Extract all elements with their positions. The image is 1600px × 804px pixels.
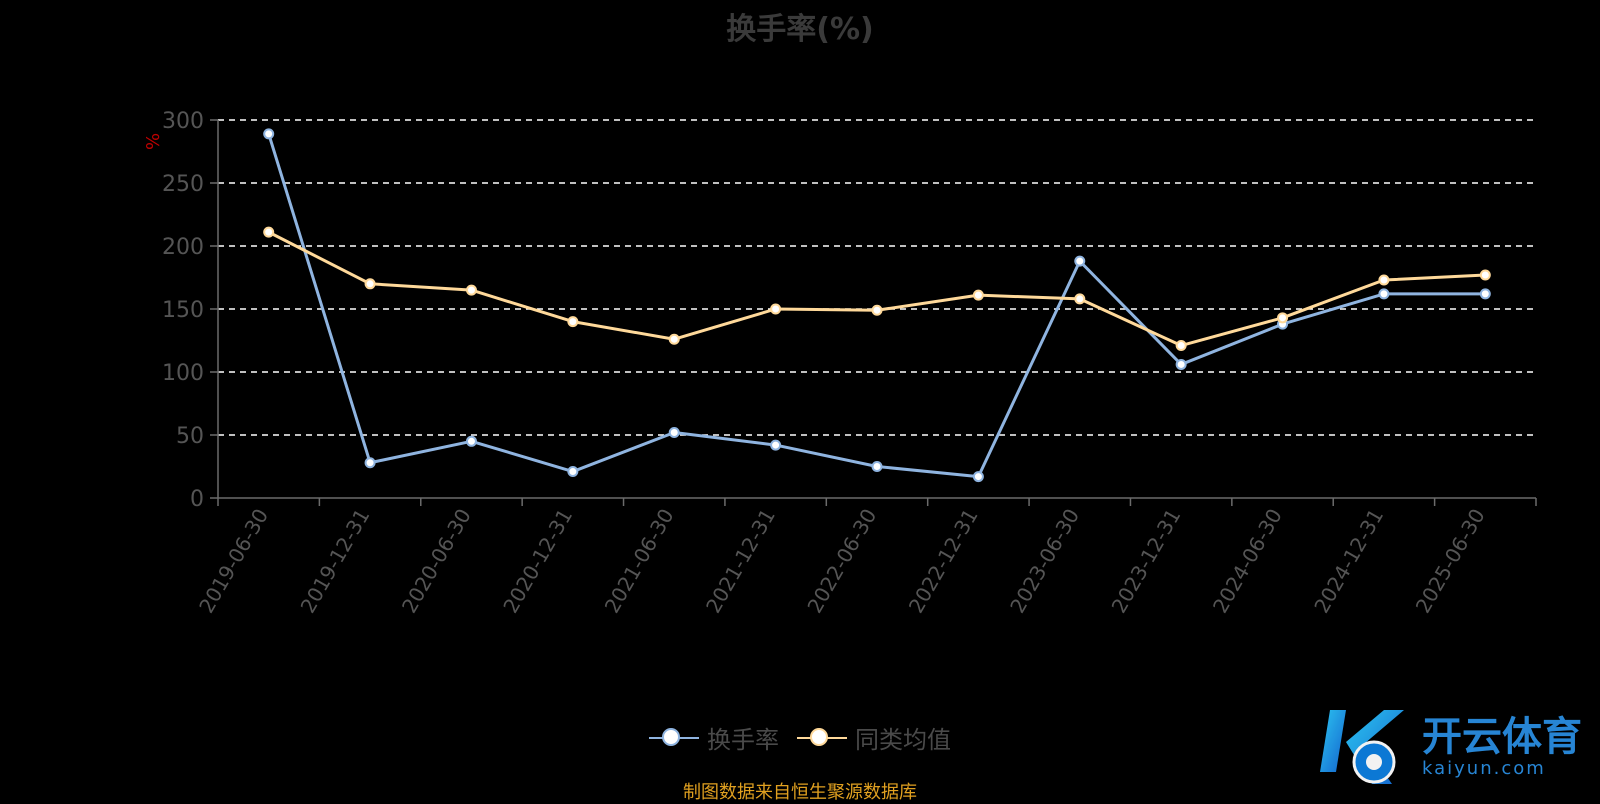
- data-point-peer-average: [1479, 269, 1491, 281]
- axes: 0 50 100 150 200 250 300 2019-06-30 2019-12-31 20…: [162, 109, 1537, 618]
- data-point-turnover: [972, 471, 984, 483]
- data-point-peer-average: [1175, 340, 1187, 352]
- x-tick-label: 2021-06-30: [600, 505, 679, 618]
- y-tick-label: 250: [162, 172, 204, 197]
- legend-label-turnover: 换手率: [707, 726, 779, 754]
- data-point-peer-average: [871, 304, 883, 316]
- legend-item-peer-average[interactable]: 同类均值: [797, 720, 951, 755]
- legend-label-peer-average: 同类均值: [855, 726, 951, 754]
- x-tick-label: 2022-12-31: [904, 505, 983, 618]
- kaiyun-watermark: 开云体育 kaiyun.com: [1312, 698, 1598, 796]
- data-point-peer-average: [1378, 274, 1390, 286]
- data-point-turnover: [871, 461, 883, 472]
- kaiyun-logo-text: 开云体育 kaiyun.com: [1422, 715, 1582, 779]
- data-point-turnover: [567, 466, 579, 478]
- data-point-peer-average: [770, 303, 782, 315]
- data-point-peer-average: [364, 278, 376, 290]
- x-tick-label: 2020-06-30: [397, 505, 476, 618]
- legend-swatch-peer-average: [797, 725, 847, 751]
- x-tick-label: 2019-06-30: [194, 505, 273, 618]
- data-point-turnover: [1378, 288, 1390, 300]
- data-point-peer-average: [668, 333, 680, 345]
- data-point-peer-average: [465, 284, 477, 296]
- y-tick-label: 200: [162, 235, 204, 260]
- y-tick-label: 0: [190, 487, 204, 512]
- data-point-peer-average: [567, 316, 579, 328]
- data-point-peer-average: [1277, 312, 1289, 324]
- legend-dot-turnover: [662, 727, 680, 746]
- x-tick-label: 2020-12-31: [498, 505, 577, 618]
- x-tick-label: 2025-06-30: [1411, 505, 1490, 618]
- data-point-turnover: [263, 128, 275, 140]
- data-point-turnover: [1074, 255, 1086, 267]
- y-tick-label: 50: [176, 424, 204, 449]
- data-point-peer-average: [972, 289, 984, 301]
- grid-lines: [218, 119, 1536, 436]
- data-point-peer-average: [1074, 293, 1086, 305]
- x-tick-label: 2023-06-30: [1005, 505, 1084, 618]
- x-tick-label: 2023-12-31: [1107, 505, 1186, 618]
- legend-item-turnover[interactable]: 换手率: [649, 720, 779, 755]
- kaiyun-logo-icon: [1320, 710, 1404, 784]
- data-point-turnover: [770, 439, 782, 451]
- series-line-peer-average: [268, 230, 1486, 348]
- y-tick-label: 300: [162, 109, 204, 134]
- data-source-note: 制图数据来自恒生聚源数据库: [683, 782, 917, 803]
- kaiyun-logo-chinese: 开云体育: [1422, 714, 1582, 760]
- chart-title: 换手率(%): [726, 12, 874, 47]
- data-point-turnover: [364, 457, 376, 469]
- data-point-turnover: [1479, 288, 1491, 300]
- x-tick-label: 2024-12-31: [1309, 505, 1388, 618]
- legend-dot-peer-average: [810, 727, 828, 746]
- data-point-turnover: [1175, 358, 1187, 370]
- data-point-turnover: [465, 435, 477, 447]
- x-tick-label: 2019-12-31: [296, 505, 375, 618]
- y-tick-label: 150: [162, 298, 204, 323]
- chart-legend: 换手率 同类均值: [0, 720, 1600, 755]
- x-tick-label: 2024-06-30: [1208, 505, 1287, 618]
- y-tick-label: 100: [162, 361, 204, 386]
- kaiyun-logo-english: kaiyun.com: [1422, 758, 1546, 779]
- data-point-peer-average: [263, 226, 275, 238]
- data-points: [263, 128, 1491, 483]
- x-tick-label: 2022-06-30: [802, 505, 881, 618]
- x-tick-label: 2021-12-31: [701, 505, 780, 618]
- legend-swatch-turnover: [649, 725, 699, 751]
- data-point-turnover: [668, 426, 680, 438]
